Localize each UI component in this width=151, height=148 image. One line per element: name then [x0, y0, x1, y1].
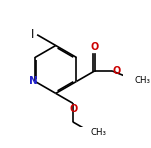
Text: CH₃: CH₃ [135, 76, 151, 85]
Text: N: N [29, 76, 38, 86]
Text: O: O [113, 66, 121, 76]
Text: CH₃: CH₃ [90, 128, 106, 137]
Text: O: O [69, 104, 77, 114]
Text: I: I [31, 28, 34, 41]
Text: O: O [91, 42, 99, 52]
